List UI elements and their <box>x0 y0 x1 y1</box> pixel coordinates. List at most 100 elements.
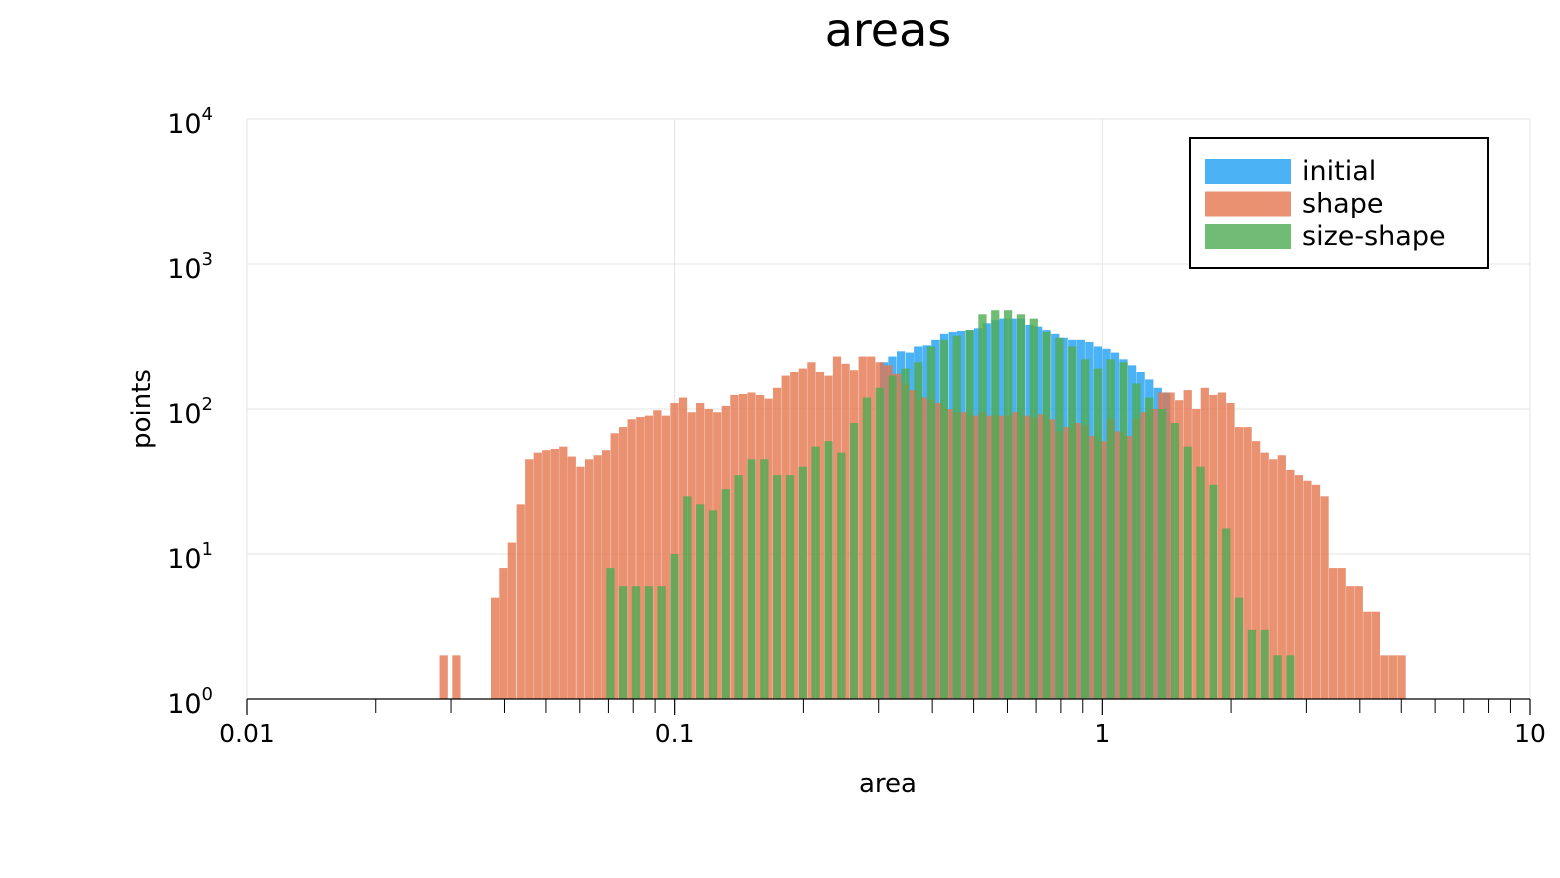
histogram-bar <box>926 346 936 699</box>
histogram-bar <box>991 310 1000 699</box>
histogram-bar <box>601 450 611 699</box>
histogram-bar <box>721 489 730 699</box>
histogram-bar <box>653 410 662 699</box>
histogram-bar <box>892 373 902 699</box>
histogram-bar <box>1119 362 1128 699</box>
histogram-bar <box>973 328 983 699</box>
x-tick-label: 10 <box>1514 719 1546 748</box>
histogram-bar <box>1093 368 1103 699</box>
histogram-bar <box>1140 412 1150 699</box>
histogram-bar <box>1012 412 1021 699</box>
histogram-bar <box>1068 346 1077 699</box>
histogram-bar <box>1260 452 1269 699</box>
histogram-bar <box>811 446 820 699</box>
histogram-bar <box>1363 611 1372 699</box>
histogram-bar <box>1320 496 1329 699</box>
histogram-bar <box>704 409 713 699</box>
histogram-bar <box>1162 392 1171 699</box>
legend-label-shape: shape <box>1302 189 1383 220</box>
histogram-bar <box>956 331 966 699</box>
histogram-bar <box>696 504 705 699</box>
histogram-bar <box>439 655 448 699</box>
histogram-bar <box>738 393 748 699</box>
histogram-bar <box>858 356 867 699</box>
histogram-bar <box>884 365 893 699</box>
chart-title: areas <box>825 3 952 57</box>
histogram-bar <box>1217 392 1227 699</box>
histogram-bar <box>730 394 739 699</box>
histogram-bar <box>824 441 833 699</box>
histogram-bar <box>1252 441 1261 699</box>
histogram-bar <box>785 475 795 699</box>
histogram-bar <box>773 475 782 699</box>
histogram-bar <box>1192 409 1201 699</box>
x-tick-label: 1 <box>1094 719 1110 748</box>
histogram-bar <box>965 330 974 699</box>
histogram-bar <box>683 496 692 699</box>
y-tick-label: 103 <box>167 249 213 285</box>
histogram-bar <box>1294 475 1304 699</box>
histogram-bar <box>1243 427 1252 699</box>
histogram-bar <box>1046 419 1055 699</box>
histogram-bar <box>1127 365 1137 699</box>
y-tick-label: 102 <box>167 394 213 430</box>
histogram-bar <box>901 368 910 699</box>
histogram-bar <box>1222 528 1231 699</box>
histogram-bar <box>670 554 679 699</box>
histogram-bar <box>618 586 628 699</box>
histogram-bar <box>584 459 594 699</box>
histogram-bar <box>1025 324 1034 699</box>
histogram-bar <box>832 356 842 699</box>
histogram-bar <box>1115 431 1124 699</box>
histogram-bar <box>1033 326 1043 699</box>
histogram-bar <box>914 362 923 699</box>
histogram-bars <box>439 310 1406 699</box>
histogram-bar <box>995 415 1004 699</box>
histogram-bar <box>1098 441 1107 699</box>
histogram-bar <box>678 397 688 699</box>
histogram-bar <box>905 352 915 699</box>
histogram-bar <box>1145 397 1154 699</box>
histogram-bar <box>999 318 1008 699</box>
histogram-bar <box>1089 436 1098 699</box>
histogram-bar <box>559 446 568 699</box>
histogram-bar <box>1063 427 1073 699</box>
histogram-bar <box>862 397 872 699</box>
histogram-bar <box>1303 480 1312 699</box>
histogram-bar <box>734 475 743 699</box>
histogram-bar <box>1371 611 1381 699</box>
histogram-bar <box>1260 629 1269 699</box>
histogram-bar <box>978 314 987 699</box>
histogram-bar <box>909 390 919 699</box>
histogram-bar <box>1200 387 1209 699</box>
histogram-bar <box>1234 427 1244 699</box>
histogram-bar <box>708 510 718 699</box>
histogram-bar <box>1226 402 1235 699</box>
histogram-bar <box>807 362 816 699</box>
histogram-bar <box>1136 371 1145 699</box>
histogram-bar <box>760 459 769 699</box>
histogram-bar <box>1183 446 1192 699</box>
histogram-bar <box>875 387 884 699</box>
histogram-bar <box>687 412 696 699</box>
histogram-bar <box>1038 414 1047 699</box>
histogram-bar <box>1234 597 1244 699</box>
histogram-bar <box>1076 339 1085 699</box>
y-tick-label: 101 <box>167 539 213 575</box>
histogram-bar <box>931 339 940 699</box>
histogram-bar <box>837 452 846 699</box>
histogram-bar <box>1273 655 1282 699</box>
y-axis-label: points <box>127 369 157 449</box>
histogram-bar <box>661 415 671 699</box>
histogram-bar <box>1209 484 1218 699</box>
histogram-bar <box>1153 387 1162 699</box>
histogram-bar <box>618 427 628 699</box>
legend-swatch-size-shape <box>1205 224 1291 249</box>
legend-label-size-shape: size-shape <box>1302 221 1446 252</box>
histogram-bar <box>944 409 953 699</box>
histogram-bar <box>593 455 602 699</box>
histogram-bar <box>525 459 534 699</box>
histogram-bar <box>1085 341 1094 699</box>
legend-swatch-shape <box>1205 191 1291 217</box>
